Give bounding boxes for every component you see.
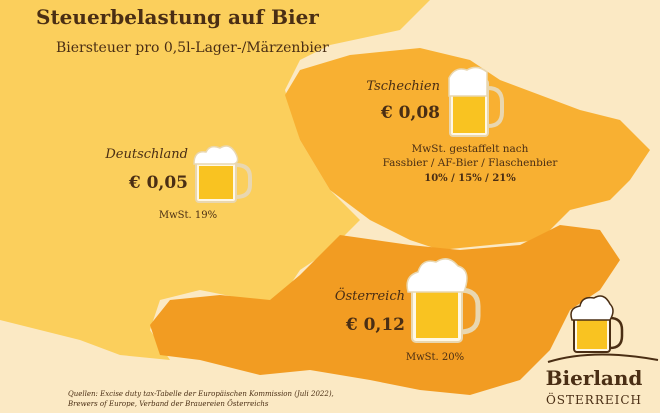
source: Brewers of Europe, Verband der Brauereie… bbox=[67, 399, 269, 408]
tax-value: € 0,12 bbox=[345, 315, 405, 335]
country-name: Österreich bbox=[335, 287, 405, 304]
source: Quellen: Excise duty tax-Tabelle der Eur… bbox=[68, 390, 334, 398]
beer-mug bbox=[193, 145, 252, 203]
logo: Bierland ÖSTERREICH bbox=[546, 295, 659, 407]
subtitle: Biersteuer pro 0,5l-Lager-/Märzenbier bbox=[56, 40, 329, 56]
country-name: Tschechien bbox=[366, 79, 440, 94]
map-austria bbox=[150, 225, 620, 395]
vat-note: MwSt. 20% bbox=[406, 352, 464, 363]
logo-text: Bierland bbox=[546, 366, 643, 390]
tax-value: € 0,05 bbox=[128, 173, 188, 193]
tax-value: € 0,08 bbox=[380, 103, 440, 123]
beer-mug bbox=[406, 258, 481, 343]
vat-note: MwSt. gestaffelt nach bbox=[412, 143, 529, 155]
vat-note: 10% / 15% / 21% bbox=[424, 173, 516, 184]
vat-note: Fassbier / AF-Bier / Flaschenbier bbox=[383, 157, 559, 169]
country-name: Deutschland bbox=[104, 147, 188, 162]
title: Steuerbelastung auf Bier bbox=[36, 5, 319, 29]
beer-mug bbox=[448, 66, 504, 137]
vat-note: MwSt. 19% bbox=[159, 210, 217, 221]
map-czechia bbox=[285, 48, 650, 250]
logo-text: ÖSTERREICH bbox=[546, 391, 642, 407]
